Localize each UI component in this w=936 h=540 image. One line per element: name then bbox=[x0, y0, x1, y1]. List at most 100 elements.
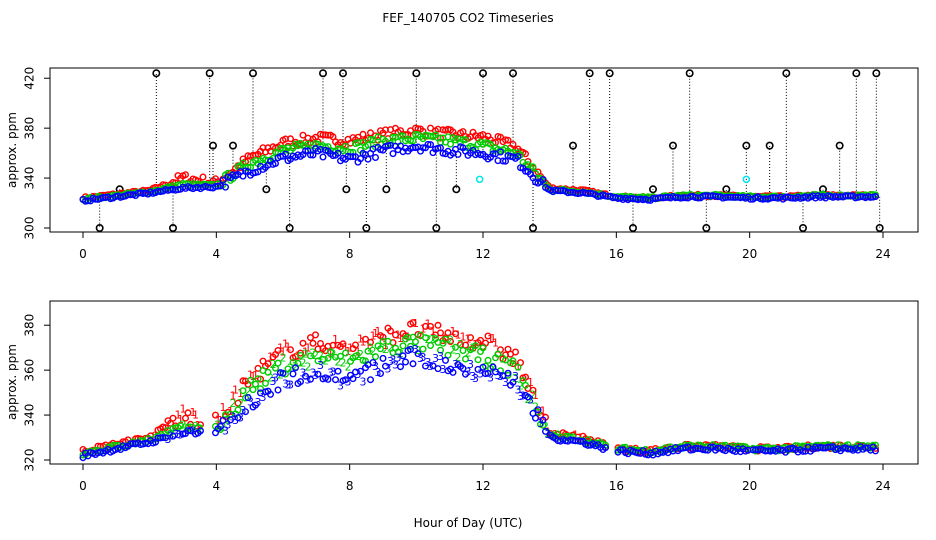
series-2-label: 2 bbox=[387, 342, 394, 355]
series-3-label: 3 bbox=[355, 368, 362, 381]
series-3-point bbox=[514, 152, 522, 160]
series-3-point bbox=[707, 443, 715, 451]
series-3-point bbox=[482, 370, 490, 378]
series-3-point bbox=[309, 151, 317, 159]
series-1-label: 1 bbox=[365, 339, 372, 352]
series-2-label: 2 bbox=[532, 401, 539, 414]
series-3-label: 3 bbox=[467, 358, 474, 371]
series-1-point bbox=[504, 136, 512, 144]
series-1-label: 1 bbox=[425, 317, 432, 330]
series-2-point bbox=[472, 342, 480, 350]
series-3-point bbox=[442, 356, 450, 364]
series-3-label: 3 bbox=[270, 375, 277, 388]
spike-point bbox=[412, 69, 421, 78]
series-2-label: 2 bbox=[270, 358, 277, 371]
series-2-label: 2 bbox=[340, 357, 347, 370]
series-2-point bbox=[447, 140, 455, 148]
series-2-point bbox=[369, 136, 377, 144]
series-2-label: 2 bbox=[280, 352, 287, 365]
series-1-point bbox=[387, 327, 395, 335]
series-2-point bbox=[274, 359, 282, 367]
series-1-label: 1 bbox=[280, 346, 287, 359]
series-3-point bbox=[216, 422, 224, 430]
series-2-point bbox=[324, 354, 332, 362]
series-1-label: 1 bbox=[180, 403, 187, 416]
series-3-point bbox=[334, 367, 342, 375]
series-1-label: 1 bbox=[412, 317, 419, 330]
series-1-label: 1 bbox=[220, 401, 227, 414]
series-2-point bbox=[176, 422, 184, 430]
series-3-point bbox=[434, 365, 442, 373]
series-3-label: 3 bbox=[360, 376, 367, 389]
series-1-point bbox=[299, 339, 307, 347]
series-2-point bbox=[264, 368, 272, 376]
series-2-point bbox=[249, 386, 257, 394]
series-3-point bbox=[267, 390, 275, 398]
series-3-label: 3 bbox=[172, 428, 179, 441]
spike-point bbox=[648, 185, 657, 194]
series-3-label: 3 bbox=[420, 351, 427, 364]
spike-point bbox=[685, 69, 694, 78]
series-1-label: 1 bbox=[190, 406, 197, 419]
spike-point bbox=[342, 185, 351, 194]
series-2-label: 2 bbox=[310, 346, 317, 359]
spike-point bbox=[338, 69, 347, 78]
series-3-label: 3 bbox=[222, 424, 229, 437]
series-1-label: 1 bbox=[515, 361, 522, 374]
series-3-point bbox=[462, 370, 470, 378]
series-1-point bbox=[434, 321, 442, 329]
series-2-label: 2 bbox=[197, 423, 204, 436]
series-3-point bbox=[244, 394, 252, 402]
series-3-point bbox=[429, 362, 437, 370]
series-1-point bbox=[359, 130, 367, 138]
series-2-point bbox=[452, 343, 460, 351]
series-1-label: 1 bbox=[370, 329, 377, 342]
series-1-label: 1 bbox=[527, 376, 534, 389]
x-axis-label: Hour of Day (UTC) bbox=[414, 516, 523, 530]
series-3-point bbox=[334, 149, 342, 157]
y-tick-label: 420 bbox=[23, 67, 37, 90]
series-1-label: 1 bbox=[232, 384, 239, 397]
series-2-label: 2 bbox=[465, 346, 472, 359]
series-1-label: 1 bbox=[177, 413, 184, 426]
series-2-point bbox=[479, 344, 487, 352]
series-2-label: 2 bbox=[317, 350, 324, 363]
series-3-point bbox=[499, 157, 507, 165]
series-1-point bbox=[339, 340, 347, 348]
series-2-point bbox=[509, 357, 517, 365]
series-2-point bbox=[307, 352, 315, 360]
series-3-point bbox=[221, 183, 229, 191]
series-3-point bbox=[307, 151, 315, 159]
series-3-label: 3 bbox=[337, 380, 344, 393]
series-2-point bbox=[419, 345, 427, 353]
series-2-point bbox=[409, 137, 417, 145]
series-2-label: 2 bbox=[330, 347, 337, 360]
series-2-label: 2 bbox=[517, 380, 524, 393]
series-3-point bbox=[382, 362, 390, 370]
series-3-label: 3 bbox=[502, 376, 509, 389]
series-3-label: 3 bbox=[255, 396, 262, 409]
series-1-point bbox=[409, 319, 417, 327]
series-3-label: 3 bbox=[272, 371, 279, 384]
spike-point bbox=[452, 185, 461, 194]
series-1-point bbox=[169, 414, 177, 422]
series-3-point bbox=[349, 153, 357, 161]
series-3-label: 3 bbox=[425, 356, 432, 369]
series-1-label: 1 bbox=[282, 338, 289, 351]
series-2-point bbox=[474, 356, 482, 364]
series-3-label: 3 bbox=[287, 379, 294, 392]
series-1-label: 1 bbox=[192, 408, 199, 421]
series-2-point bbox=[427, 342, 435, 350]
series-3-label: 3 bbox=[372, 360, 379, 373]
series-3-point bbox=[324, 375, 332, 383]
series-3-point bbox=[489, 150, 497, 158]
series-3-point bbox=[602, 444, 610, 452]
series-1-point bbox=[297, 349, 305, 357]
y-tick-label: 300 bbox=[23, 217, 37, 240]
series-1-point bbox=[184, 409, 192, 417]
series-2-point bbox=[284, 365, 292, 373]
bottom-y-axis-label: approx. ppm bbox=[5, 344, 19, 420]
series-2-label: 2 bbox=[530, 388, 537, 401]
series-1-point bbox=[181, 171, 189, 179]
series-2-label: 2 bbox=[302, 348, 309, 361]
